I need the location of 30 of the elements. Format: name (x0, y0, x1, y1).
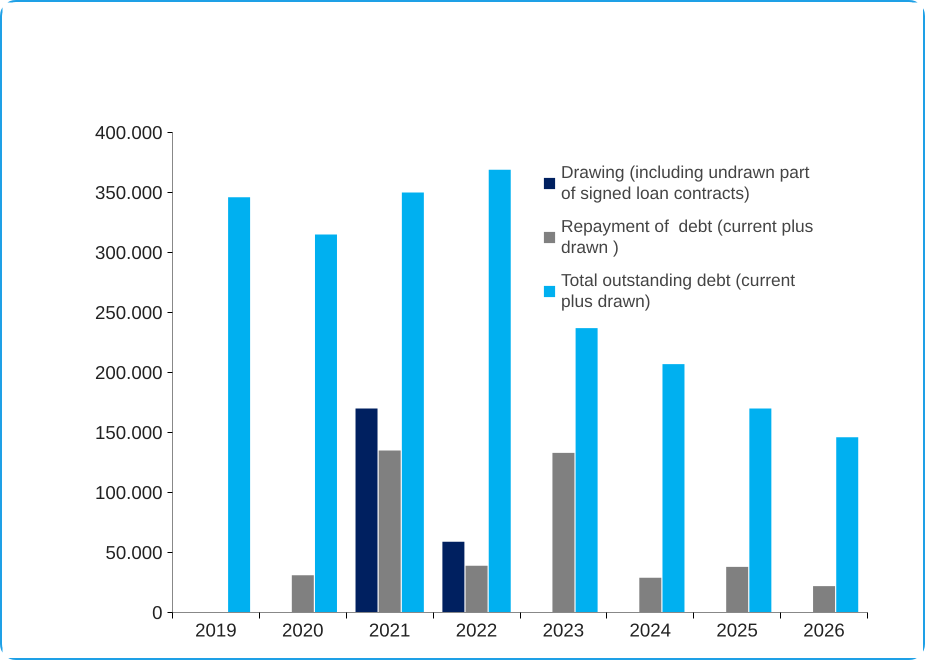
y-tick-label: 300.000 (95, 242, 163, 263)
y-tick-label: 100.000 (95, 482, 163, 503)
y-tick-label: 350.000 (95, 182, 163, 203)
legend-label: Drawing (including undrawn part of signed loan contracts) (561, 162, 810, 204)
bar (749, 408, 772, 612)
x-tick-label: 2026 (803, 620, 845, 640)
y-tick-label: 250.000 (95, 302, 163, 323)
bar (228, 197, 250, 612)
x-tick-label: 2024 (630, 620, 672, 640)
x-tick-label: 2023 (542, 620, 584, 640)
x-tick-label: 2020 (282, 620, 324, 640)
x-tick-label: 2019 (195, 620, 237, 640)
x-tick-label: 2021 (368, 620, 410, 640)
y-tick-label: 400.000 (95, 122, 163, 143)
bar (488, 170, 511, 612)
bar (836, 437, 858, 612)
y-tick-label: 200.000 (95, 362, 163, 383)
bar (576, 328, 598, 612)
y-tick-label: 150.000 (95, 422, 163, 443)
bar (442, 542, 464, 612)
y-tick-label: 50.000 (105, 542, 162, 563)
bar (356, 408, 378, 612)
bar (314, 234, 337, 612)
x-tick-label: 2022 (456, 620, 498, 640)
legend-label: Total outstanding debt (current plus drawn) (561, 270, 796, 312)
legend-label: Repayment of debt (current plus drawn ) (561, 216, 814, 258)
x-tick-label: 2025 (716, 620, 758, 640)
bar (402, 192, 424, 612)
bar (662, 364, 684, 612)
y-tick-label: 0 (152, 602, 163, 623)
